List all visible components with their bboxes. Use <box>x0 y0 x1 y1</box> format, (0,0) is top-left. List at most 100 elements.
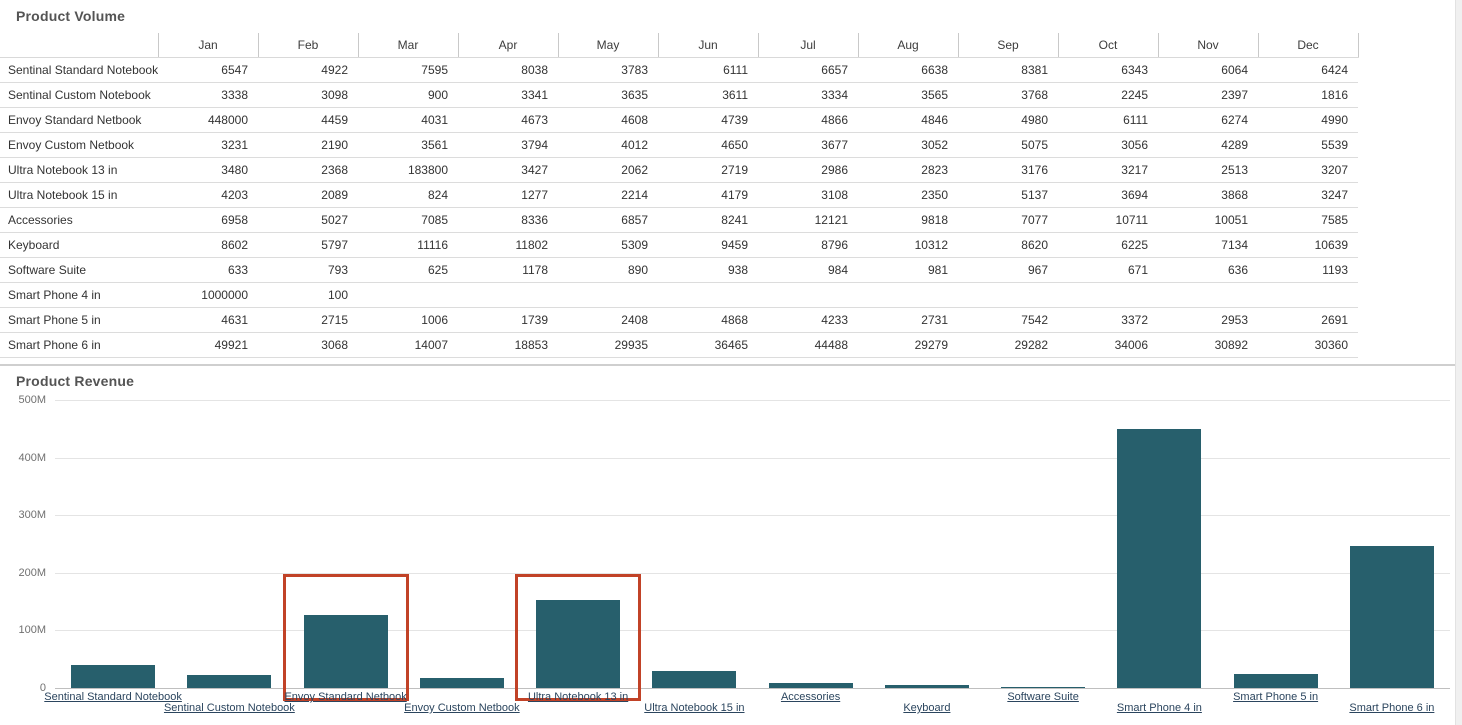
category-label-envoy-standard-netbook[interactable]: Envoy Standard Netbook <box>284 691 407 703</box>
data-cell: 5309 <box>558 232 658 258</box>
bar-envoy-custom-netbook[interactable] <box>419 677 504 688</box>
category-label-ultra-notebook-13-in[interactable]: Ultra Notebook 13 in <box>527 691 629 703</box>
category-label-smart-phone-5-in[interactable]: Smart Phone 5 in <box>1233 691 1319 703</box>
column-header-mar[interactable]: Mar <box>357 33 458 58</box>
bar-ultra-notebook-15-in[interactable] <box>652 670 737 688</box>
data-cell <box>1258 282 1358 308</box>
gridline <box>55 630 1450 632</box>
data-cell: 1000000 <box>158 282 258 308</box>
header-row: Jan Feb Mar Apr May Jun Jul Aug Sep Oct Nov Dec <box>0 33 1359 58</box>
column-header-aug[interactable]: Aug <box>857 33 958 58</box>
data-cell: 824 <box>358 182 458 208</box>
bar-sentinal-custom-notebook[interactable] <box>187 675 272 688</box>
data-cell: 10051 <box>1158 207 1258 233</box>
y-axis-tick: 400M <box>18 451 46 464</box>
vertical-scrollbar[interactable] <box>1455 0 1462 725</box>
column-header-jun[interactable]: Jun <box>657 33 758 58</box>
data-cell: 8241 <box>658 207 758 233</box>
column-header-oct[interactable]: Oct <box>1057 33 1158 58</box>
data-cell <box>958 282 1058 308</box>
data-cell: 4289 <box>1158 132 1258 158</box>
row-header[interactable]: Ultra Notebook 15 in <box>0 182 158 208</box>
row-header[interactable]: Smart Phone 4 in <box>0 282 158 308</box>
column-header-apr[interactable]: Apr <box>457 33 558 58</box>
row-header[interactable]: Software Suite <box>0 257 158 283</box>
category-label-envoy-custom-netbook[interactable]: Envoy Custom Netbook <box>404 702 520 714</box>
product-volume-panel: Product Volume Jan Feb Mar Apr May Jun Jul Aug S… <box>0 0 1455 364</box>
category-label-ultra-notebook-15-in[interactable]: Ultra Notebook 15 in <box>644 702 745 714</box>
column-header-feb[interactable]: Feb <box>257 33 358 58</box>
bar-smart-phone-5-in[interactable] <box>1233 674 1318 688</box>
category-label-keyboard[interactable]: Keyboard <box>903 702 951 714</box>
data-cell: 6225 <box>1058 232 1158 258</box>
data-cell: 8336 <box>458 207 558 233</box>
row-header[interactable]: Sentinal Standard Notebook <box>0 57 158 83</box>
table-row-envoy-custom-netbook: Envoy Custom Netbook 3231 2190 3561 3794 4012… <box>0 132 1358 158</box>
bar-smart-phone-4-in[interactable] <box>1117 428 1202 688</box>
data-cell: 3694 <box>1058 182 1158 208</box>
data-cell: 6657 <box>758 57 858 83</box>
data-cell: 3247 <box>1258 182 1358 208</box>
column-header-dec[interactable]: Dec <box>1257 33 1359 58</box>
selection-highlight-ultra-notebook-13-in <box>515 574 642 701</box>
bar-envoy-standard-netbook[interactable] <box>303 614 388 688</box>
category-label-sentinal-custom-notebook[interactable]: Sentinal Custom Notebook <box>163 702 295 714</box>
data-cell: 7585 <box>1258 207 1358 233</box>
category-label-sentinal-standard-notebook[interactable]: Sentinal Standard Notebook <box>44 691 182 703</box>
data-cell: 6958 <box>158 207 258 233</box>
category-label-smart-phone-4-in[interactable]: Smart Phone 4 in <box>1116 702 1202 714</box>
data-cell: 3561 <box>358 132 458 158</box>
data-cell: 3480 <box>158 157 258 183</box>
data-cell: 5027 <box>258 207 358 233</box>
row-header[interactable]: Smart Phone 6 in <box>0 332 158 358</box>
bar-ultra-notebook-13-in[interactable] <box>536 600 621 688</box>
data-cell: 3635 <box>558 82 658 108</box>
bar-software-suite[interactable] <box>1001 686 1086 688</box>
bar-accessories[interactable] <box>768 682 853 688</box>
category-label-smart-phone-6-in[interactable]: Smart Phone 6 in <box>1349 702 1435 714</box>
data-cell: 1178 <box>458 257 558 283</box>
data-cell: 1006 <box>358 307 458 333</box>
data-cell: 2062 <box>558 157 658 183</box>
column-header-may[interactable]: May <box>557 33 658 58</box>
panel-divider[interactable] <box>0 364 1462 366</box>
volume-table-body: Sentinal Standard Notebook 6547 4922 7595 80… <box>0 57 1358 358</box>
x-axis-line <box>55 688 1450 689</box>
data-cell: 8038 <box>458 57 558 83</box>
category-label-software-suite[interactable]: Software Suite <box>1007 691 1079 703</box>
data-cell: 3231 <box>158 132 258 158</box>
data-cell <box>558 282 658 308</box>
row-header[interactable]: Accessories <box>0 207 158 233</box>
row-header[interactable]: Ultra Notebook 13 in <box>0 157 158 183</box>
y-axis-tick: 100M <box>18 624 46 637</box>
data-cell <box>858 282 958 308</box>
bar-sentinal-standard-notebook[interactable] <box>71 665 156 688</box>
data-cell: 7134 <box>1158 232 1258 258</box>
row-header[interactable]: Envoy Custom Netbook <box>0 132 158 158</box>
data-cell: 2214 <box>558 182 658 208</box>
column-header-jul[interactable]: Jul <box>757 33 858 58</box>
table-row-keyboard: Keyboard 8602 5797 11116 11802 5309 9459 8796 10… <box>0 232 1358 258</box>
bar-keyboard[interactable] <box>884 684 969 688</box>
volume-table: Jan Feb Mar Apr May Jun Jul Aug Sep Oct Nov Dec Sen… <box>0 33 1359 358</box>
table-row-sentinal-standard-notebook: Sentinal Standard Notebook 6547 4922 7595 80… <box>0 57 1358 83</box>
data-cell: 6064 <box>1158 57 1258 83</box>
y-axis-tick: 500M <box>18 394 46 406</box>
column-header-nov[interactable]: Nov <box>1157 33 1258 58</box>
data-cell <box>1058 282 1158 308</box>
column-header-sep[interactable]: Sep <box>957 33 1058 58</box>
category-label-accessories[interactable]: Accessories <box>780 691 841 703</box>
row-header[interactable]: Sentinal Custom Notebook <box>0 82 158 108</box>
data-cell: 1193 <box>1258 257 1358 283</box>
data-cell: 4846 <box>858 107 958 133</box>
row-header[interactable]: Keyboard <box>0 232 158 258</box>
data-cell: 2691 <box>1258 307 1358 333</box>
data-cell: 10711 <box>1058 207 1158 233</box>
data-cell: 30892 <box>1158 332 1258 358</box>
row-header[interactable]: Envoy Standard Netbook <box>0 107 158 133</box>
bar-smart-phone-6-in[interactable] <box>1349 545 1434 688</box>
row-header[interactable]: Smart Phone 5 in <box>0 307 158 333</box>
column-header-jan[interactable]: Jan <box>157 33 258 58</box>
product-revenue-panel: Product Revenue 0 100M 200M 300M 400M 500M Sen… <box>0 366 1455 725</box>
